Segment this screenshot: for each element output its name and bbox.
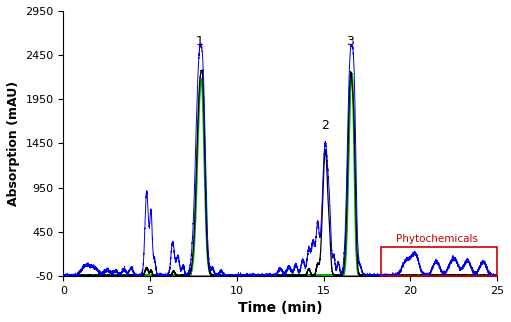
Y-axis label: Absorption (mAU): Absorption (mAU) [7, 81, 20, 206]
Text: 1: 1 [196, 35, 203, 48]
X-axis label: Time (min): Time (min) [238, 301, 322, 315]
Text: Phytochemicals: Phytochemicals [397, 234, 478, 244]
Bar [381, 247, 497, 276]
Text: 3: 3 [346, 35, 355, 48]
Text: 2: 2 [321, 119, 329, 132]
